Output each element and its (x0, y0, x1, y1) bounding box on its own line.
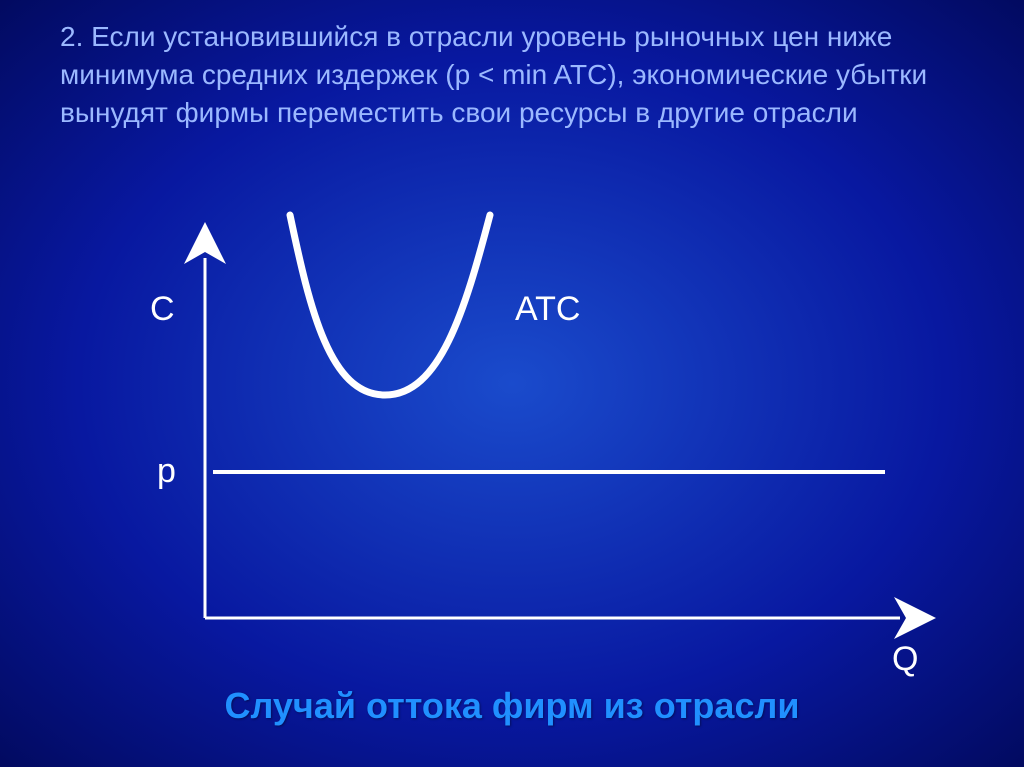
atc-curve-label: ATC (515, 290, 580, 329)
chart-svg (0, 200, 1024, 660)
slide-caption: Случай оттока фирм из отрасли (0, 685, 1024, 727)
slide-description: 2. Если установившийся в отрасли уровень… (60, 18, 984, 131)
y-axis-label: C (150, 290, 175, 329)
price-label: p (157, 452, 176, 491)
x-axis-label: Q (892, 640, 918, 679)
economics-chart: C p ATC Q (0, 200, 1024, 660)
